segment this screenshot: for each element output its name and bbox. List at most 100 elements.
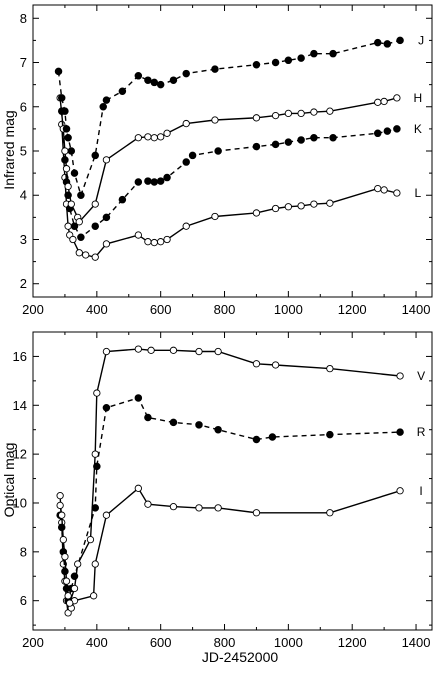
optical-data-point-V [271, 361, 280, 369]
infrared-data-point-H [134, 134, 142, 142]
infrared-data-point-L [326, 199, 334, 207]
infrared-data-point-J [70, 169, 79, 177]
infrared-data-point-L [271, 204, 280, 213]
infrared-data-point-J [150, 78, 159, 87]
optical-plot-frame [32, 331, 433, 631]
infrared-xtick-label: 800 [214, 302, 236, 317]
infrared-data-point-H [157, 133, 165, 141]
infrared-y-axis-title: Infrared mag [1, 110, 17, 189]
optical-data-point-V [86, 535, 95, 544]
infrared-series-label-H: H [414, 91, 423, 105]
optical-data-point-I [102, 511, 111, 519]
infrared-data-point-L [102, 240, 111, 248]
optical-data-point-V [61, 553, 69, 561]
optical-panel: Optical mag JD-2452000 200 400 600 800 1000 1… [1, 331, 433, 665]
infrared-data-point-K [77, 233, 85, 242]
infrared-series-line-L [61, 124, 398, 258]
optical-data-point-R [326, 430, 334, 439]
optical-series-line-R [59, 397, 401, 601]
infrared-data-point-J [61, 107, 69, 115]
optical-data-point-V [147, 346, 155, 354]
optical-data-point-V [195, 347, 203, 356]
optical-data-point-R [396, 428, 404, 436]
infrared-data-point-H [62, 165, 71, 173]
optical-xtick-label: 200 [22, 635, 44, 650]
infrared-data-point-L [182, 222, 190, 230]
optical-ytick-label: 14 [13, 398, 27, 413]
infrared-data-point-J [329, 49, 337, 58]
infrared-data-point-H [67, 200, 75, 208]
infrared-data-point-K [188, 151, 197, 160]
infrared-data-point-K [163, 173, 171, 182]
infrared-panel: Infrared mag 200 400 600 800 1000 1200 1400 2 3 4… [1, 4, 433, 317]
infrared-data-point-J [396, 36, 404, 45]
infrared-data-point-J [67, 147, 76, 155]
optical-series-line-V [59, 348, 401, 606]
infrared-data-point-L [163, 235, 171, 244]
infrared-data-point-K [393, 125, 401, 133]
infrared-data-point-H [310, 108, 318, 116]
infrared-data-point-H [102, 156, 111, 164]
infrared-data-point-K [182, 158, 190, 166]
infrared-data-point-K [91, 222, 99, 230]
infrared-data-point-K [284, 138, 293, 146]
infrared-plot-frame [32, 4, 433, 298]
optical-data-point-R [61, 567, 69, 576]
infrared-data-point-H [61, 147, 69, 155]
optical-ytick-label: 8 [20, 544, 27, 559]
infrared-data-point-L [157, 238, 165, 246]
infrared-data-point-H [252, 114, 261, 122]
infrared-series-line-J [57, 39, 401, 198]
infrared-data-point-L [64, 222, 72, 230]
optical-data-point-R [268, 433, 277, 441]
infrared-xtick-label: 200 [22, 302, 44, 317]
optical-data-point-V [169, 346, 178, 354]
optical-data-point-V [93, 389, 101, 397]
optical-data-point-I [144, 500, 152, 508]
infrared-data-point-H [64, 182, 72, 191]
optical-xtick-label: 1000 [274, 635, 303, 650]
infrared-data-point-J [252, 60, 261, 69]
infrared-data-point-K [373, 129, 382, 138]
infrared-data-point-K [150, 178, 159, 186]
infrared-data-point-J [118, 87, 127, 96]
infrared-data-point-K [297, 136, 305, 144]
optical-xtick-label: 1200 [338, 635, 367, 650]
infrared-ytick-label: 3 [20, 232, 27, 247]
optical-x-axis-title: JD-2452000 [202, 649, 278, 665]
optical-ytick-label: 10 [13, 495, 27, 510]
infrared-data-point-J [182, 69, 190, 78]
infrared-ytick-label: 8 [20, 11, 27, 26]
infrared-xtick-label: 600 [150, 302, 172, 317]
optical-data-point-I [169, 502, 178, 511]
infrared-series-J: J [54, 33, 424, 199]
infrared-data-point-J [310, 49, 318, 58]
infrared-ytick-label: 6 [20, 99, 27, 114]
infrared-data-point-L [75, 249, 83, 257]
infrared-data-point-H [284, 109, 293, 118]
optical-ytick-label: 16 [13, 349, 27, 364]
optical-data-point-R [169, 418, 178, 427]
optical-data-point-V [134, 345, 142, 353]
infrared-data-point-H [393, 94, 401, 102]
optical-data-point-V [214, 347, 222, 356]
infrared-data-point-H [182, 119, 190, 128]
infrared-data-point-J [102, 96, 111, 104]
optical-data-point-V [252, 360, 261, 368]
optical-series-R: R [56, 394, 426, 605]
optical-data-point-V [59, 535, 67, 544]
optical-data-point-V [74, 560, 82, 568]
optical-xtick-label: 800 [214, 635, 236, 650]
optical-data-point-I [56, 492, 64, 500]
infrared-data-point-K [118, 195, 127, 204]
infrared-data-point-L [211, 212, 219, 221]
optical-xtick-label: 1400 [402, 635, 431, 650]
infrared-data-point-H [163, 129, 171, 137]
infrared-data-point-K [214, 147, 222, 155]
infrared-data-point-H [144, 133, 152, 141]
optical-series-line-I [59, 487, 401, 615]
infrared-xtick-label: 1400 [402, 302, 431, 317]
optical-data-point-R [214, 425, 222, 434]
optical-data-point-R [195, 421, 203, 429]
